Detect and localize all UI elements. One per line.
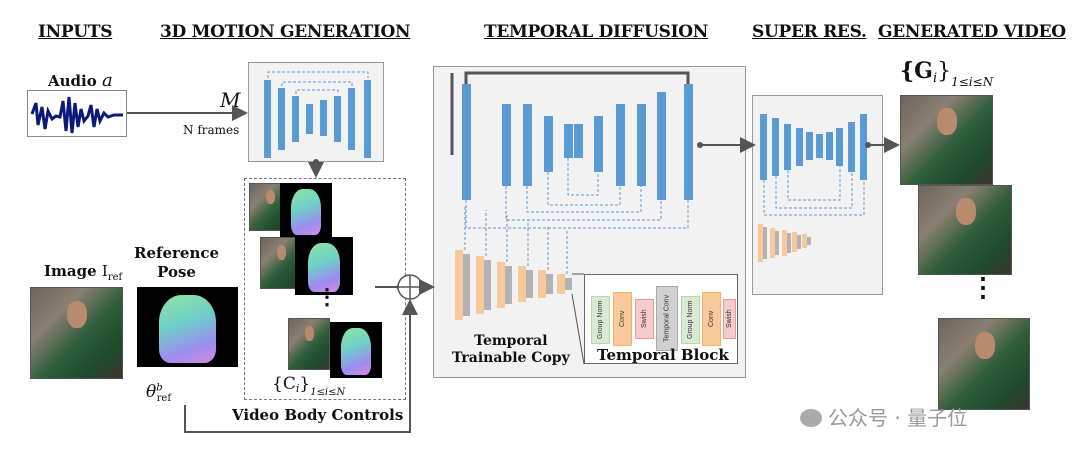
temporal-layer — [546, 274, 553, 294]
temporal-block-label: Temporal Block — [597, 346, 729, 364]
temporal-layer — [787, 233, 791, 253]
control-frame-photo — [288, 318, 330, 370]
audio-label: Audio a — [48, 70, 113, 91]
unet-layer — [334, 96, 341, 142]
temporal-layer — [463, 254, 470, 316]
skip-connection — [281, 81, 353, 86]
temporal-layer — [484, 260, 491, 310]
junction-dot — [697, 142, 703, 148]
temporal-trainable-copy-label: Temporal Trainable Copy — [452, 333, 570, 366]
control-frame-pose — [295, 237, 353, 295]
header-inputs: INPUTS — [38, 22, 113, 42]
trainable-copy-layer — [518, 266, 526, 302]
skip-connection — [763, 180, 865, 216]
trainable-copy-layer — [538, 270, 546, 298]
audio-waveform — [27, 90, 127, 137]
trainable-copy-layer — [802, 234, 807, 248]
control-frame-pose — [330, 322, 382, 378]
header-temporal-diffusion: TEMPORAL DIFFUSION — [484, 22, 709, 42]
trainable-copy-layer — [455, 250, 463, 320]
unet-layer — [806, 132, 813, 160]
generated-frame — [918, 185, 1012, 275]
reference-pose-label: Reference Pose — [134, 244, 220, 281]
unet-layer — [306, 104, 313, 134]
skip-connection — [547, 172, 621, 206]
unet-layer — [502, 104, 511, 186]
header-generated-video: GENERATED VIDEO — [878, 22, 1066, 42]
waveform-icon — [30, 96, 123, 134]
skip-connection — [267, 71, 369, 78]
watermark: 公众号 · 量子位 — [800, 402, 967, 431]
trainable-copy-layer — [497, 262, 505, 308]
unet-layer — [264, 80, 271, 158]
unet-layer — [637, 104, 646, 186]
header-3d-motion: 3D MOTION GENERATION — [160, 22, 411, 42]
unet-layer — [826, 132, 833, 160]
unet-layer — [364, 80, 371, 158]
trainable-copy-layer — [476, 256, 484, 314]
unet-layer — [860, 114, 867, 180]
trainable-copy-layer — [770, 228, 775, 258]
junction-dot — [313, 159, 319, 165]
generated-frame — [900, 95, 993, 185]
unet-layer — [320, 100, 327, 136]
theta-ref-label: θbref — [146, 382, 172, 405]
unet-layer — [292, 96, 299, 142]
junction-dot — [865, 142, 871, 148]
unet-layer — [564, 124, 573, 158]
unet-layer — [796, 128, 803, 166]
add-icon — [398, 275, 422, 299]
header-super-res: SUPER RES. — [752, 22, 867, 42]
unet-layer — [657, 92, 666, 200]
generated-frame — [938, 318, 1030, 410]
unet-layer — [816, 134, 823, 158]
unet-layer — [544, 116, 553, 172]
unet-layer — [348, 88, 355, 150]
reference-image — [30, 287, 123, 379]
unet-layer — [684, 84, 693, 200]
trainable-copy-layer — [782, 230, 787, 256]
trainable-copy-layer — [758, 224, 763, 262]
skip-connection — [775, 172, 853, 209]
skip-connection — [505, 186, 662, 221]
trainable-copy-layer — [792, 232, 797, 252]
skip-connection — [567, 158, 599, 196]
temporal-layer — [775, 231, 779, 255]
temporal-layer — [763, 227, 767, 259]
unet-layer — [594, 116, 603, 172]
video-body-controls-label: Video Body Controls — [232, 406, 404, 424]
temporal-layer — [807, 237, 811, 245]
reference-pose-image — [137, 287, 238, 367]
generated-set-label: {Gi}1≤i≤N — [900, 58, 994, 89]
flow-line — [184, 301, 411, 433]
zoom-guide — [571, 273, 585, 365]
wechat-icon — [800, 409, 822, 427]
controls-set-label: {Ci}1≤i≤N — [272, 374, 346, 398]
unet-layer — [616, 104, 625, 186]
temporal-layer — [797, 235, 801, 249]
unet-layer — [772, 118, 779, 176]
temporal-layer — [526, 270, 533, 298]
skip-connection — [465, 200, 689, 229]
skip-connection — [295, 89, 339, 94]
skip-connection — [526, 186, 642, 213]
unet-layer — [784, 124, 791, 170]
skip-connection — [787, 166, 841, 201]
unet-layer — [760, 114, 767, 180]
temporal-layer — [565, 278, 572, 290]
unet-layer — [574, 124, 583, 158]
unet-layer — [848, 122, 855, 172]
unet-layer — [836, 128, 843, 166]
frames-label: N frames — [183, 123, 240, 137]
image-ref-label: Image Iref — [44, 262, 123, 283]
unet-layer — [462, 84, 471, 200]
trainable-copy-layer — [557, 274, 565, 294]
unet-layer — [278, 88, 285, 150]
unet-layer — [523, 104, 532, 186]
temporal-layer — [505, 266, 512, 304]
temporal-block-detail: Group Norm Conv Swish Temporal Conv Grou… — [584, 274, 738, 364]
control-frame-pose — [280, 183, 332, 238]
skip-arrow — [464, 71, 690, 84]
